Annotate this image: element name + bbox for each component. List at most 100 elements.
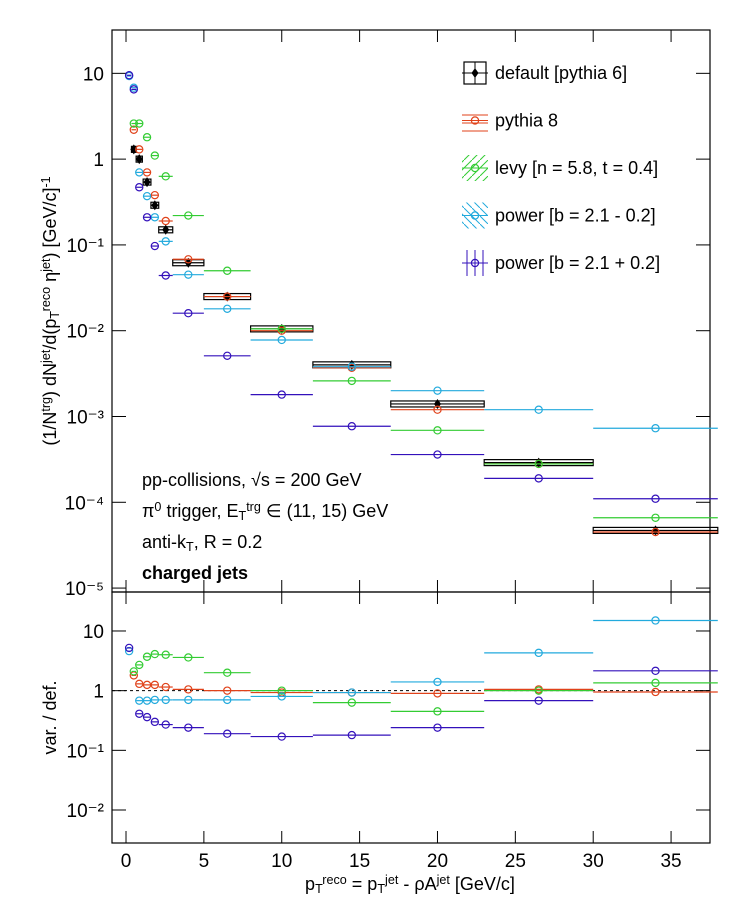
marker bbox=[433, 426, 442, 435]
marker bbox=[534, 686, 543, 695]
x-tick-label: 15 bbox=[349, 851, 370, 872]
marker bbox=[347, 422, 357, 431]
marker bbox=[223, 266, 232, 275]
x-tick-label: 10 bbox=[271, 851, 292, 872]
marker bbox=[142, 696, 152, 705]
marker bbox=[135, 709, 144, 718]
x-tick-label: 0 bbox=[121, 851, 132, 872]
marker bbox=[433, 677, 442, 687]
annotation: anti-kT, R = 0.2 bbox=[142, 532, 262, 554]
marker bbox=[347, 376, 357, 386]
y-tick-label: 10⁻¹ bbox=[67, 741, 105, 762]
marker bbox=[151, 200, 159, 211]
marker bbox=[184, 308, 193, 318]
x-tick-label: 35 bbox=[660, 851, 681, 872]
marker bbox=[347, 698, 357, 707]
marker bbox=[277, 692, 286, 701]
y-tick-label: 10⁻² bbox=[67, 801, 105, 822]
x-axis-label-part: T bbox=[315, 882, 323, 896]
x-axis-label-part: jet bbox=[384, 873, 399, 887]
x-tick-label: 30 bbox=[583, 851, 604, 872]
y-tick-label: 10⁻⁵ bbox=[65, 579, 104, 600]
y-axis-label-part: jet bbox=[39, 258, 53, 273]
annotation-part: charged jets bbox=[142, 563, 248, 583]
marker bbox=[150, 190, 160, 200]
marker bbox=[124, 643, 134, 653]
marker bbox=[150, 151, 160, 160]
marker bbox=[534, 648, 543, 658]
y-tick-label: 10⁻¹ bbox=[67, 236, 105, 257]
y-axis-label-part: /d(p bbox=[40, 319, 60, 350]
marker bbox=[150, 695, 160, 705]
marker bbox=[534, 474, 543, 483]
marker bbox=[129, 85, 139, 94]
marker bbox=[433, 450, 442, 459]
marker bbox=[161, 720, 170, 729]
marker bbox=[142, 213, 152, 222]
annotation-part: π bbox=[142, 501, 154, 521]
annotation: charged jets bbox=[142, 563, 248, 583]
marker bbox=[150, 649, 160, 659]
legend-label: power [b = 2.1 + 0.2] bbox=[495, 253, 660, 273]
x-tick-label: 20 bbox=[427, 851, 448, 872]
marker bbox=[135, 119, 144, 128]
marker bbox=[223, 695, 232, 705]
marker bbox=[150, 241, 160, 251]
y-axis-label-part: var. / def. bbox=[40, 680, 60, 754]
y-axis-label: (1/Ntrg) dNjet/d(pTreco ηjet) [GeV/c]-1 bbox=[39, 176, 62, 445]
annotation: pp-collisions, √s = 200 GeV bbox=[142, 470, 362, 490]
annotation-part: T bbox=[186, 540, 194, 554]
marker bbox=[161, 237, 170, 246]
marker bbox=[161, 216, 170, 226]
legend-label: levy [n = 5.8, t = 0.4] bbox=[495, 158, 658, 178]
x-tick-label: 5 bbox=[199, 851, 210, 872]
x-axis-label-part: reco bbox=[322, 873, 347, 887]
marker bbox=[277, 686, 286, 695]
marker bbox=[184, 270, 193, 279]
y-tick-label: 1 bbox=[93, 682, 104, 703]
marker bbox=[651, 525, 659, 536]
marker bbox=[651, 513, 660, 522]
marker bbox=[135, 183, 144, 192]
marker bbox=[277, 335, 286, 345]
marker bbox=[651, 527, 660, 537]
y-tick-label: 10⁻² bbox=[67, 322, 105, 343]
y-tick-label: 10 bbox=[83, 622, 104, 643]
marker bbox=[184, 255, 193, 264]
marker bbox=[161, 682, 170, 692]
marker bbox=[433, 386, 442, 395]
annotation-part: pp-collisions, √s = 200 GeV bbox=[142, 470, 362, 490]
annotation-part: anti-k bbox=[142, 532, 187, 552]
marker bbox=[223, 686, 232, 695]
y-axis-label-part: jet bbox=[39, 349, 53, 364]
y-axis-label-part: T bbox=[48, 311, 62, 319]
marker bbox=[534, 459, 543, 469]
marker bbox=[142, 191, 152, 201]
x-axis-label-part: p bbox=[305, 874, 315, 894]
legend-label: default [pythia 6] bbox=[495, 63, 627, 83]
x-axis-label-part: = p bbox=[347, 874, 378, 894]
marker bbox=[150, 680, 160, 690]
marker bbox=[223, 729, 232, 738]
marker bbox=[143, 177, 151, 188]
marker bbox=[651, 666, 660, 676]
x-axis-label-part: [GeV/c] bbox=[450, 874, 515, 894]
marker bbox=[142, 712, 152, 722]
y-axis-label-part: ) [GeV/c] bbox=[40, 188, 60, 259]
marker bbox=[651, 494, 660, 503]
marker bbox=[130, 144, 138, 155]
marker bbox=[223, 351, 232, 360]
marker bbox=[277, 324, 286, 334]
y-axis-label-part: ) dN bbox=[40, 363, 60, 397]
marker bbox=[347, 688, 357, 697]
plot-frame bbox=[111, 591, 711, 844]
legend-marker bbox=[471, 68, 479, 78]
y-axis-label-part: η bbox=[40, 272, 60, 287]
marker bbox=[347, 730, 357, 740]
marker bbox=[184, 685, 193, 694]
legend-label: pythia 8 bbox=[495, 111, 558, 131]
y-axis-label-part: -1 bbox=[39, 176, 53, 187]
marker bbox=[651, 424, 660, 433]
y-axis-label-part: (1/N bbox=[40, 412, 60, 446]
